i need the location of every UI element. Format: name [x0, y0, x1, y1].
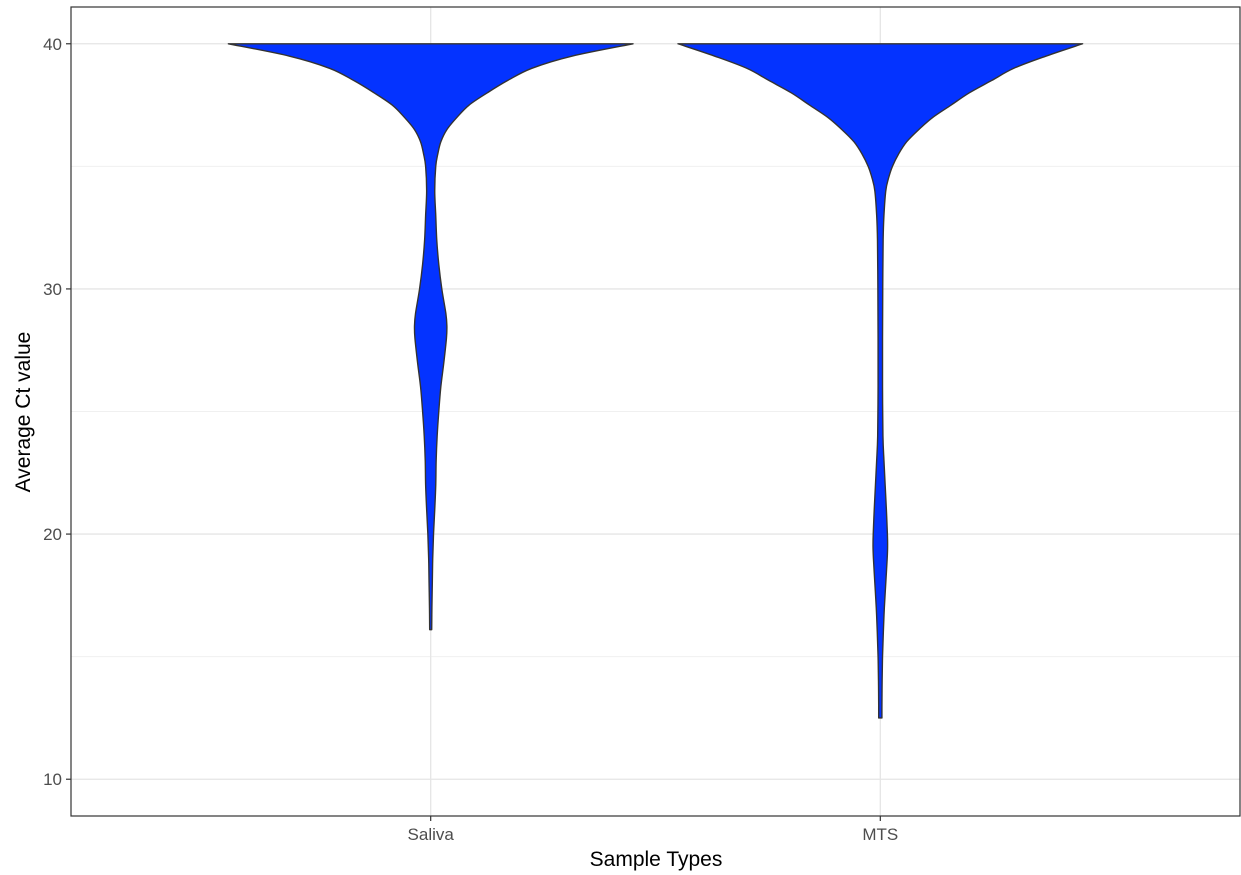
violin-saliva	[227, 43, 634, 631]
violins	[227, 43, 1084, 719]
minor-gridlines	[71, 165, 1240, 658]
x-tick-label: MTS	[862, 825, 898, 844]
y-axis-title: Average Ct value	[12, 332, 35, 493]
y-tick-label: 10	[43, 770, 62, 789]
y-tick-label: 20	[43, 525, 62, 544]
plot-panel-border	[70, 6, 1241, 817]
y-tick-label: 40	[43, 35, 62, 54]
violin-mts	[677, 43, 1084, 719]
y-axis: 10 20 30 40	[43, 35, 71, 789]
x-axis-title: Sample Types	[590, 848, 723, 871]
x-tick-label: Saliva	[408, 825, 455, 844]
y-tick-label: 30	[43, 280, 62, 299]
x-axis: Saliva MTS	[408, 816, 898, 844]
